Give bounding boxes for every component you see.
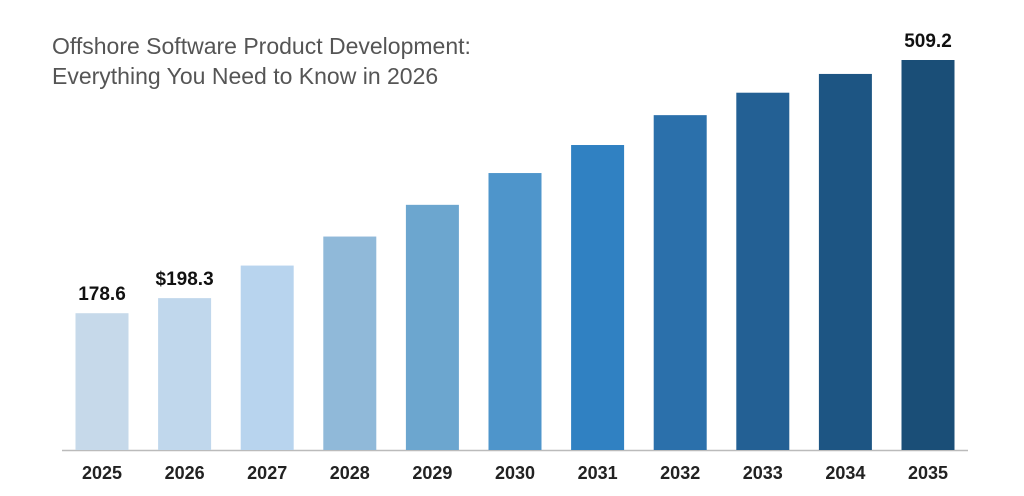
bar: [653, 115, 707, 450]
bar: [158, 298, 212, 450]
x-tick-label: 2026: [165, 463, 205, 483]
x-tick-label: 2034: [825, 463, 865, 483]
bar: [901, 60, 955, 450]
value-label: $198.3: [156, 269, 214, 290]
bar: [323, 236, 377, 450]
bar: [405, 204, 459, 450]
bar: [240, 265, 294, 450]
bar: [736, 92, 790, 451]
x-tick-label: 2031: [578, 463, 618, 483]
x-tick-label: 2033: [743, 463, 783, 483]
chart-title: Offshore Software Product Development:: [52, 33, 471, 59]
x-tick-label: 2028: [330, 463, 370, 483]
x-tick-label: 2030: [495, 463, 535, 483]
bar: [75, 313, 129, 450]
bar: [488, 173, 542, 450]
bar: [818, 73, 872, 450]
bar: [571, 145, 625, 450]
x-tick-label: 2032: [660, 463, 700, 483]
x-tick-label: 2029: [412, 463, 452, 483]
value-label: 178.6: [78, 284, 126, 305]
x-tick-label: 2025: [82, 463, 122, 483]
x-tick-label: 2035: [908, 463, 948, 483]
chart-subtitle: Everything You Need to Know in 2026: [52, 63, 438, 89]
x-tick-label: 2027: [247, 463, 287, 483]
value-label: 509.2: [904, 31, 952, 52]
